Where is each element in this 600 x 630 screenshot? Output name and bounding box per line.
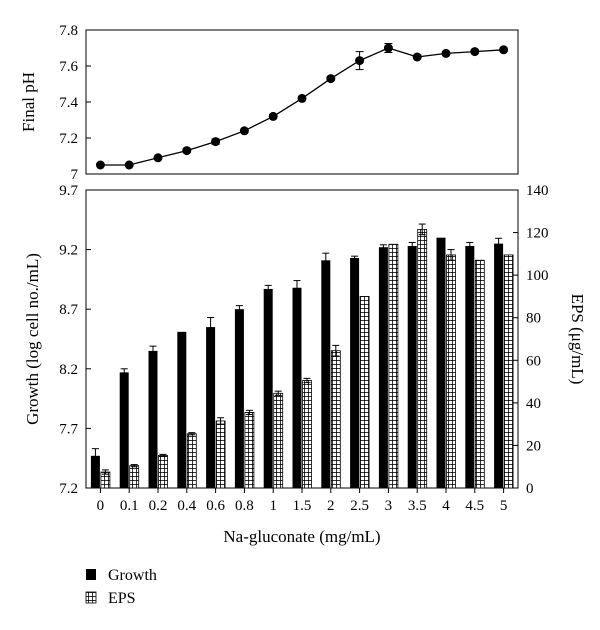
x-tick-label: 3.5: [408, 498, 427, 514]
ph-point: [412, 52, 422, 62]
x-tick-label: 0.2: [149, 498, 168, 514]
x-ticks: 0 0.1 0.2 0.4 0.6 0.8 1 1.5 2 2.5 3 3.5 4 4.5 5: [97, 488, 508, 514]
ph-series-line: [100, 47, 504, 166]
growth-y-axis-label: Growth (log cell no./mL): [23, 253, 42, 425]
x-tick-label: 2.5: [350, 498, 369, 514]
ph-point: [441, 48, 451, 58]
x-tick-label: 0.8: [235, 498, 254, 514]
ph-point: [297, 93, 307, 103]
ph-point: [153, 153, 163, 163]
eps-bar: [359, 296, 370, 489]
eps-bar: [302, 380, 312, 489]
eps-bar: [215, 420, 226, 489]
growth-bar: [350, 257, 360, 488]
ph-y-tick-label: 7.4: [59, 95, 78, 111]
growth-y-ticks: 7.2 7.7 8.2 8.7 9.2 9.7: [59, 183, 91, 497]
eps-bar: [446, 254, 456, 489]
ph-point: [268, 111, 278, 121]
ph-data-points: [95, 43, 509, 170]
x-tick-label: 1.5: [293, 498, 312, 514]
ph-point: [499, 45, 509, 55]
eps-y-axis-label: EPS (μg/mL): [568, 294, 587, 385]
eps-bar: [417, 228, 428, 489]
eps-bar: [244, 412, 255, 489]
growth-bar: [292, 287, 302, 488]
ph-point: [383, 43, 393, 53]
ph-y-tick-label: 7.8: [59, 23, 78, 39]
growth-bar: [407, 246, 417, 488]
ph-y-axis-label: Final pH: [19, 72, 38, 132]
eps-bar: [129, 465, 140, 489]
eps-y-tick-label: 40: [526, 396, 541, 412]
eps-y-tick-label: 80: [526, 311, 541, 327]
ph-panel: 7 7.2 7.4 7.6 7.8 Final pH: [19, 23, 519, 183]
growth-bar: [177, 331, 187, 488]
eps-bar: [388, 243, 399, 489]
bars: [90, 228, 514, 489]
growth-bar: [263, 288, 273, 488]
ph-y-ticks: 7 7.2 7.4 7.6 7.8: [59, 23, 91, 183]
ph-point: [239, 126, 249, 136]
x-tick-label: 1: [269, 498, 277, 514]
growth-y-tick-label: 7.2: [59, 481, 78, 497]
legend-eps-label: EPS: [108, 590, 136, 607]
eps-bar: [503, 254, 514, 489]
growth-y-tick-label: 9.7: [59, 183, 78, 199]
eps-y-tick-label: 140: [526, 183, 549, 199]
growth-y-tick-label: 9.2: [59, 243, 78, 259]
ph-point: [124, 160, 134, 170]
legend-eps-swatch: [85, 591, 97, 604]
growth-bar: [494, 243, 504, 488]
ph-point: [355, 56, 365, 66]
ph-error-bars: [96, 43, 508, 167]
eps-bar: [330, 350, 341, 489]
ph-y-tick-label: 7: [71, 167, 79, 183]
eps-y-tick-label: 20: [526, 438, 541, 454]
x-tick-label: 5: [500, 498, 508, 514]
x-tick-label: 0.4: [177, 498, 196, 514]
growth-y-tick-label: 7.7: [59, 421, 78, 437]
x-axis-label: Na-gluconate (mg/mL): [223, 527, 380, 546]
x-tick-label: 4.5: [465, 498, 484, 514]
growth-bar: [436, 237, 446, 488]
growth-bar: [119, 372, 129, 488]
eps-y-tick-label: 0: [526, 481, 534, 497]
legend-growth-label: Growth: [108, 567, 157, 584]
ph-y-tick-label: 7.2: [59, 131, 78, 147]
ph-point: [182, 146, 192, 156]
ph-point: [211, 137, 221, 147]
legend-growth-swatch: [86, 569, 96, 580]
ph-y-tick-label: 7.6: [59, 59, 78, 75]
eps-bar: [273, 392, 284, 489]
x-tick-label: 4: [442, 498, 450, 514]
growth-bar: [206, 327, 216, 488]
ph-point: [95, 160, 105, 170]
growth-bar: [378, 247, 388, 488]
ph-point: [470, 47, 480, 57]
legend: Growth EPS: [85, 567, 157, 607]
eps-bar: [186, 433, 197, 489]
x-tick-label: 3: [385, 498, 393, 514]
x-tick-label: 0.6: [206, 498, 225, 514]
eps-bar: [474, 259, 485, 489]
eps-y-tick-label: 120: [526, 226, 549, 242]
eps-y-ticks: 0 20 40 60 80 100 120 140: [513, 183, 549, 497]
eps-y-tick-label: 100: [526, 268, 549, 284]
growth-bar: [234, 309, 244, 488]
x-tick-label: 0.1: [120, 498, 139, 514]
growth-bar: [90, 455, 100, 488]
x-tick-label: 0: [97, 498, 105, 514]
growth-bar: [148, 350, 158, 488]
growth-bar: [465, 246, 475, 488]
bar-error-bars: [91, 223, 503, 475]
growth-y-tick-label: 8.7: [59, 302, 78, 318]
eps-bar: [158, 455, 168, 489]
eps-y-tick-label: 60: [526, 353, 541, 369]
ph-point: [326, 74, 336, 84]
x-tick-label: 2: [327, 498, 335, 514]
growth-y-tick-label: 8.2: [59, 362, 78, 378]
growth-bar: [321, 260, 331, 488]
